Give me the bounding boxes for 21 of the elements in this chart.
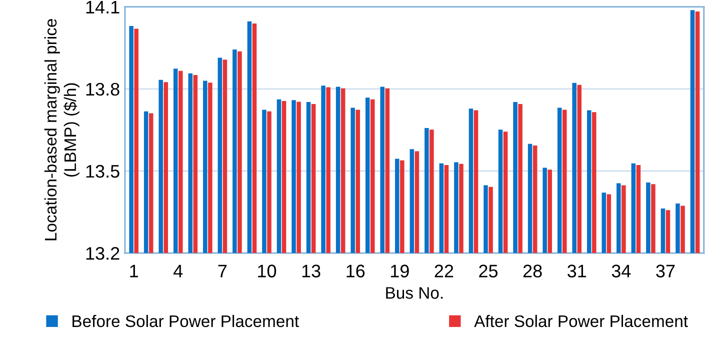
legend-label: Before Solar Power Placement [72, 314, 299, 328]
x-tick-label: 34 [612, 264, 631, 278]
legend-label: After Solar Power Placement [474, 314, 688, 328]
y-tick-label: 13.2 [86, 247, 120, 260]
x-tick-label: 10 [258, 264, 276, 278]
y-tick-label: 13.5 [86, 164, 120, 178]
x-tick-label: 25 [479, 264, 498, 278]
x-tick-label: 7 [218, 264, 227, 278]
x-tick-label: 16 [346, 264, 365, 278]
x-tick-label: 4 [174, 264, 183, 278]
x-axis-title: Bus No. [386, 287, 443, 299]
x-tick-label: 1 [130, 264, 138, 278]
y-tick-label: 14.1 [86, 0, 120, 14]
y-tick-label: 13.8 [86, 82, 120, 96]
x-tick-label: 22 [434, 264, 454, 278]
x-tick-label: 37 [656, 264, 675, 278]
y-axis-title: Location-based marginal price (LBMP) ($/h) [44, 19, 80, 240]
x-tick-label: 13 [302, 264, 320, 278]
x-tick-label: 28 [523, 264, 542, 278]
x-tick-label: 31 [568, 264, 586, 278]
x-tick-label: 19 [390, 264, 409, 278]
